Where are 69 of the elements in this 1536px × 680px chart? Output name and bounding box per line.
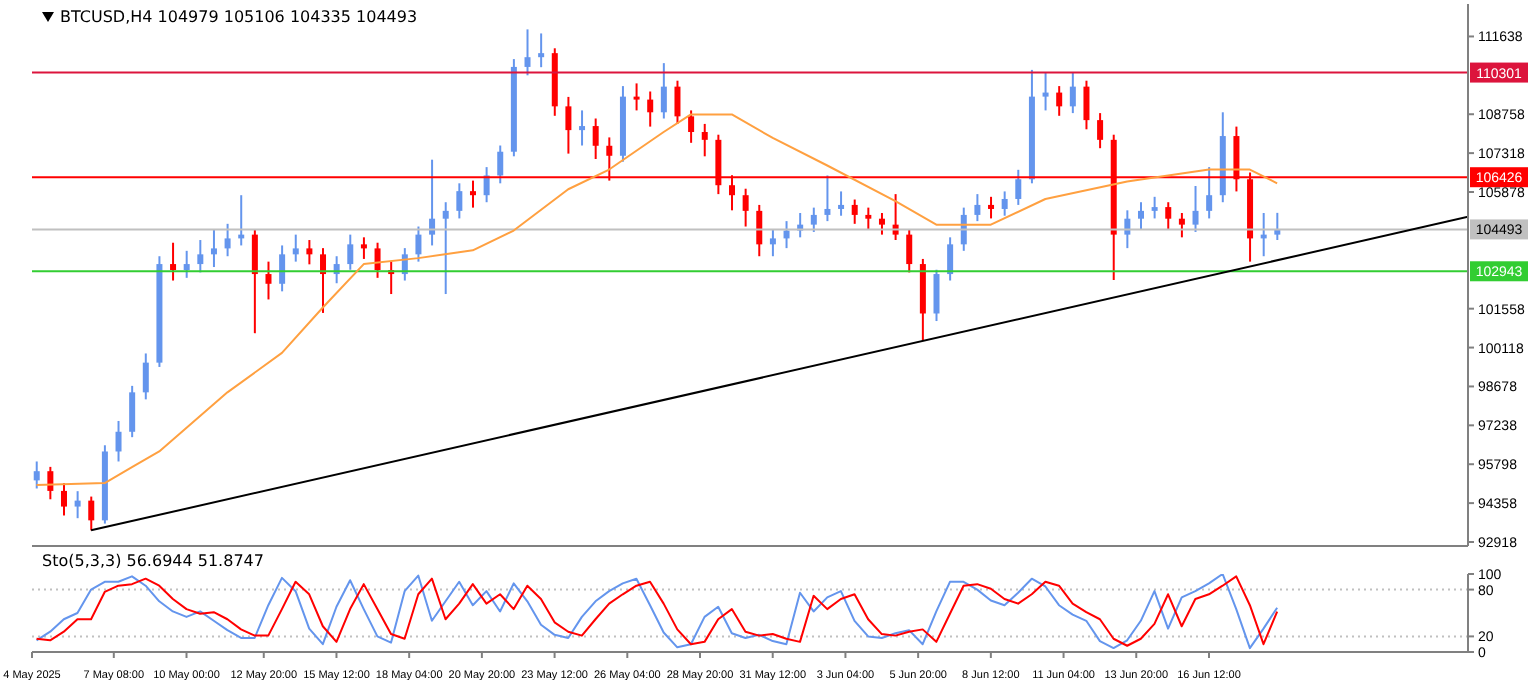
candlestick [1097, 112, 1104, 150]
candlestick [906, 228, 913, 274]
candlestick [279, 244, 286, 293]
candlestick [660, 62, 667, 120]
candlestick [292, 233, 299, 263]
candlestick [1151, 195, 1158, 220]
candlestick [210, 228, 217, 269]
candlestick [1137, 201, 1144, 231]
candlestick [442, 201, 449, 296]
candlestick [633, 82, 640, 112]
candlestick [824, 174, 831, 223]
candlestick [1178, 212, 1185, 239]
candlestick [115, 419, 122, 463]
candlestick [756, 203, 763, 258]
candlestick [1069, 71, 1076, 115]
candlestick [33, 460, 40, 490]
candlestick [1001, 190, 1008, 217]
candlestick [347, 233, 354, 271]
candlestick [415, 225, 422, 263]
candlestick [878, 212, 885, 236]
candlestick [497, 144, 504, 185]
candlestick [947, 236, 954, 282]
candlestick [360, 236, 367, 260]
candlestick [320, 247, 327, 314]
candlestick [1042, 71, 1049, 112]
candlestick [1083, 79, 1090, 131]
candlestick [524, 28, 531, 77]
candlestick [1165, 201, 1172, 231]
candlestick [224, 222, 231, 258]
candlestick [838, 190, 845, 217]
candlestick [742, 187, 749, 228]
candlestick [74, 490, 81, 520]
candlestick [933, 268, 940, 323]
candlestick [592, 117, 599, 161]
line-series [35, 113, 1279, 486]
candlestick [142, 352, 149, 401]
candlestick [170, 241, 177, 282]
candlestick [1206, 166, 1213, 220]
candlestick [197, 239, 204, 274]
candlestick [974, 193, 981, 223]
candlestick [129, 384, 136, 439]
candlestick [251, 228, 258, 335]
candlestick [483, 166, 490, 204]
candlestick [769, 228, 776, 258]
candlestick [60, 482, 67, 517]
chart-title: Sto(5,3,3) 56.6944 51.8747 [42, 552, 264, 570]
candlestick [538, 32, 545, 69]
candlestick [647, 90, 654, 128]
candlestick [1015, 168, 1022, 206]
candlestick [565, 95, 572, 155]
candlestick [47, 465, 54, 501]
candlestick [851, 198, 858, 225]
candlestick [865, 206, 872, 231]
candlestick [374, 241, 381, 279]
chart-title: BTCUSD,H4 104979 105106 104335 104493 [60, 8, 418, 26]
candlestick [183, 249, 190, 279]
candlestick [1274, 211, 1281, 242]
candlestick [1192, 185, 1199, 233]
candlestick [674, 79, 681, 125]
candlestick [701, 122, 708, 158]
candlestick [810, 206, 817, 233]
candlestick [456, 182, 463, 220]
candlestick [1056, 85, 1063, 117]
candlestick [306, 239, 313, 266]
candlestick [688, 109, 695, 144]
candlestick [988, 195, 995, 220]
candlestick [88, 495, 95, 532]
candlestick [265, 260, 272, 301]
candlestick [579, 109, 586, 147]
